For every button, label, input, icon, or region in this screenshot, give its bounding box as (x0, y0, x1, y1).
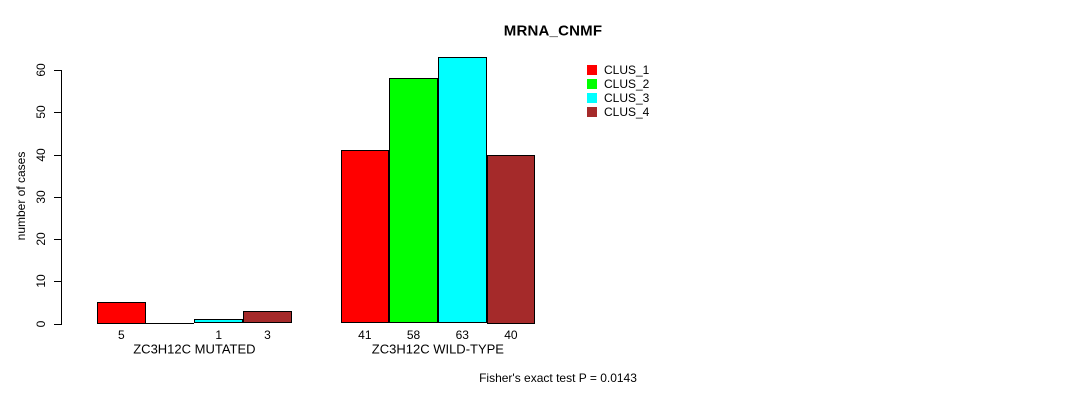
y-axis-tick (54, 323, 61, 325)
bar-clus_4 (243, 310, 292, 324)
legend-label: CLUS_4 (604, 105, 650, 119)
group-label: ZC3H12C WILD-TYPE (371, 341, 504, 357)
y-axis-tick (54, 154, 61, 156)
bar-value-label: 58 (406, 328, 421, 342)
y-axis-tick (54, 239, 61, 240)
legend-label: CLUS_1 (604, 63, 650, 77)
bar-clus_2-zero (145, 322, 195, 324)
group-label: ZC3H12C MUTATED (133, 341, 256, 357)
legend-item: CLUS_3 (587, 91, 649, 105)
bar-value-label: 40 (504, 328, 518, 342)
y-axis-tick (54, 196, 61, 198)
bar-clus_3 (194, 319, 244, 324)
y-axis-tick (54, 70, 61, 71)
legend: CLUS_1 CLUS_2 CLUS_3 CLUS_4 (587, 63, 649, 119)
y-axis-label: number of cases (14, 151, 28, 241)
y-axis-tick-label: 40 (34, 147, 48, 162)
legend-item: CLUS_1 (587, 63, 649, 77)
bar-clus_3 (437, 57, 487, 324)
y-axis-tick (54, 112, 61, 114)
pvalue-footer: Fisher's exact test P = 0.0143 (479, 371, 637, 385)
legend-swatch (587, 93, 597, 103)
bar-value-label: 63 (455, 328, 469, 342)
legend-swatch (587, 79, 597, 89)
y-axis-tick-label: 50 (34, 105, 48, 119)
bar-value-label: 5 (118, 328, 125, 342)
bar-clus_1 (97, 302, 146, 324)
y-axis-tick-label: 10 (34, 274, 48, 288)
bar-value-label: 3 (264, 328, 271, 342)
y-axis-tick-label: 0 (34, 320, 48, 327)
bar-clus_2 (389, 78, 438, 324)
bar-value-label: 41 (358, 328, 372, 342)
bar-clus_1 (340, 150, 390, 324)
legend-label: CLUS_2 (604, 77, 650, 91)
y-axis-tick (54, 281, 61, 283)
legend-swatch (587, 65, 597, 75)
legend-item: CLUS_2 (587, 77, 649, 91)
legend-item: CLUS_4 (587, 105, 649, 119)
chart-title: MRNA_CNMF (503, 22, 603, 40)
legend-label: CLUS_3 (604, 91, 650, 105)
y-axis-tick-label: 60 (34, 63, 48, 77)
y-axis-tick-label: 30 (34, 190, 48, 204)
bar-clus_4 (486, 154, 536, 324)
y-axis-line (61, 70, 62, 325)
bar-value-label: 1 (215, 328, 223, 342)
legend-swatch (587, 107, 597, 117)
y-axis-tick-label: 20 (34, 232, 48, 246)
